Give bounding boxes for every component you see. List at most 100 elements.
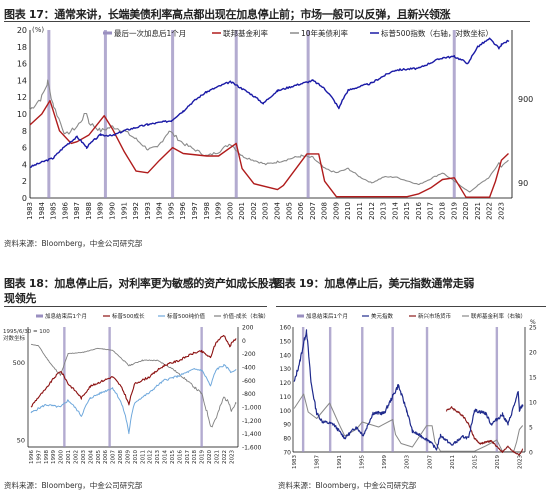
fig18-hike-band: [108, 327, 111, 447]
fig19-ytick: 130: [280, 366, 292, 373]
fig19-ytick: 70: [283, 450, 291, 457]
fig17-xtick: 2009: [332, 202, 340, 220]
fig17-title-rule: [4, 21, 530, 22]
fig18-xtick: 1997: [36, 450, 42, 464]
fig19-xtick: 2007: [427, 455, 433, 469]
fig17-xtick: 2006: [297, 201, 305, 219]
fig19-xtick: 2003: [405, 455, 411, 469]
fig17-xtick: 2018: [438, 202, 446, 220]
fig17-xtick: 1996: [179, 201, 187, 219]
fig17-xtick: 1995: [167, 202, 175, 220]
fig17-line-sp500: [29, 37, 510, 169]
fig18-xtick: 2012: [148, 450, 154, 464]
fig17-xtick: 1983: [26, 202, 34, 220]
fig19-title-rule: [276, 306, 546, 307]
fig17-ytick: 6: [22, 144, 27, 153]
fig17-ytick: 12: [17, 93, 27, 102]
fig18-source: 资料来源：Bloomberg，中金公司研究部: [4, 481, 143, 490]
fig18-xtick: 2006: [103, 450, 109, 464]
fig17-xtick: 1987: [73, 202, 81, 220]
fig17-hike-band: [234, 30, 238, 198]
fig18-legend-label: 标普500纯价值: [167, 312, 205, 320]
fig19-hike-band: [301, 327, 305, 452]
fig17-xtick: 2000: [226, 202, 234, 220]
fig18-xtick: 2008: [118, 450, 124, 464]
fig18-ytick-right: -1,000: [242, 405, 262, 412]
fig17-xtick: 1989: [97, 202, 105, 220]
fig18-xtick: 1999: [51, 450, 57, 464]
fig18-ytick-right: -200: [242, 351, 256, 358]
fig19-xtick: 1995: [360, 455, 366, 469]
fig19-hike-band: [425, 327, 429, 452]
fig17-ytick: 16: [17, 60, 27, 69]
fig17-xtick: 2015: [403, 202, 411, 220]
fig17-xtick: 1988: [85, 202, 93, 220]
fig19-xtick: 2011: [450, 455, 456, 469]
fig18-xtick: 2021: [214, 450, 220, 464]
fig18-title-line1: 图表 18：加息停止后，对利率更为敏感的资产如成长股表: [4, 277, 280, 290]
fig18-xtick: 2016: [177, 450, 183, 464]
fig19-xtick: 1991: [337, 455, 343, 469]
fig17-xtick: 1991: [120, 202, 128, 220]
fig18-xtick: 2000: [59, 450, 65, 464]
fig17-xtick: 1998: [203, 202, 211, 220]
fig18-ytick-right: -400: [242, 365, 256, 372]
fig17-ytick: 0: [22, 194, 27, 203]
fig18-xtick: 2014: [163, 450, 169, 464]
fig17-xtick: 2004: [273, 201, 281, 219]
fig19-legend-label: 加息结束后1个月: [306, 312, 348, 320]
fig17-xtick: 2011: [356, 202, 364, 220]
fig19-xtick: 2015: [472, 455, 478, 469]
fig19-ytick: 150: [280, 338, 292, 345]
fig17-legend-label: 标普500指数（右轴，对数坐标）: [381, 28, 493, 38]
fig18-xtick: 2013: [155, 450, 161, 464]
fig18-line-spread: [30, 343, 237, 428]
fig19-ytick-right: 25: [529, 325, 537, 332]
fig18-xtick: 2022: [222, 450, 228, 464]
fig19-ytick: 110: [280, 394, 292, 401]
fig17-xtick: 2022: [486, 202, 494, 220]
fig17-ytick: 10: [17, 110, 27, 119]
fig17-line-ust10y: [29, 79, 509, 193]
fig19-title: 图表 19：加息停止后，美元指数通常走弱: [274, 277, 475, 290]
fig17-ylabel: (%): [32, 26, 44, 34]
fig17-xtick: 1986: [61, 201, 69, 219]
fig19-ytick: 80: [283, 436, 291, 443]
fig17-xtick: 1993: [144, 202, 152, 220]
fig18-ylabel-line1: 1995/6/30 = 100: [3, 329, 50, 335]
fig18-ytick-right: 0: [242, 338, 246, 345]
fig18-title-line2: 现领先: [4, 292, 37, 305]
fig18-xtick: 2003: [81, 450, 87, 464]
fig18-xtick: 2015: [170, 450, 176, 464]
fig18-ytick: 50: [17, 436, 25, 444]
fig18-chart: 1995/6/30 = 100对数坐标505002000-200-400-600…: [3, 312, 269, 464]
fig18-xtick: 2007: [111, 450, 117, 464]
fig17-xtick: 2014: [391, 201, 399, 219]
fig17-ytick: 4: [22, 160, 27, 169]
fig18-legend-label: 价值-成长（右轴）: [223, 312, 269, 320]
fig19-ytick: 140: [280, 352, 292, 359]
fig18-line-value: [30, 364, 237, 435]
fig18-ylabel-line2: 对数坐标: [3, 334, 26, 342]
fig19-ytick-right: 20: [529, 350, 537, 357]
fig17-ytick: 8: [22, 127, 27, 136]
fig17-legend-label: 10年美债利率: [301, 28, 349, 38]
fig19-xtick: 1983: [292, 455, 298, 469]
fig18-xtick: 2005: [96, 450, 102, 464]
fig19-hike-band: [328, 327, 332, 452]
fig17-source: 资料来源：Bloomberg，中金公司研究部: [4, 239, 143, 248]
fig17-xtick: 1999: [215, 202, 223, 220]
fig18-legend-label: 标普500成长: [112, 312, 145, 320]
fig18-ytick-right: 200: [242, 325, 254, 332]
fig18-xtick: 1998: [44, 450, 50, 464]
fig17-xtick: 2003: [262, 202, 270, 220]
fig18-title-rule: [4, 306, 267, 307]
fig19-xtick: 1987: [315, 455, 321, 469]
fig17-hike-band: [452, 30, 456, 198]
fig17-xtick: 1990: [108, 202, 116, 220]
fig18-ytick-right: -1,200: [242, 418, 262, 425]
fig19-ytick: 100: [280, 408, 292, 415]
fig18-xtick: 2023: [229, 450, 235, 464]
fig18-xtick: 1996: [29, 450, 35, 464]
fig19-xtick: 2023: [517, 455, 523, 469]
